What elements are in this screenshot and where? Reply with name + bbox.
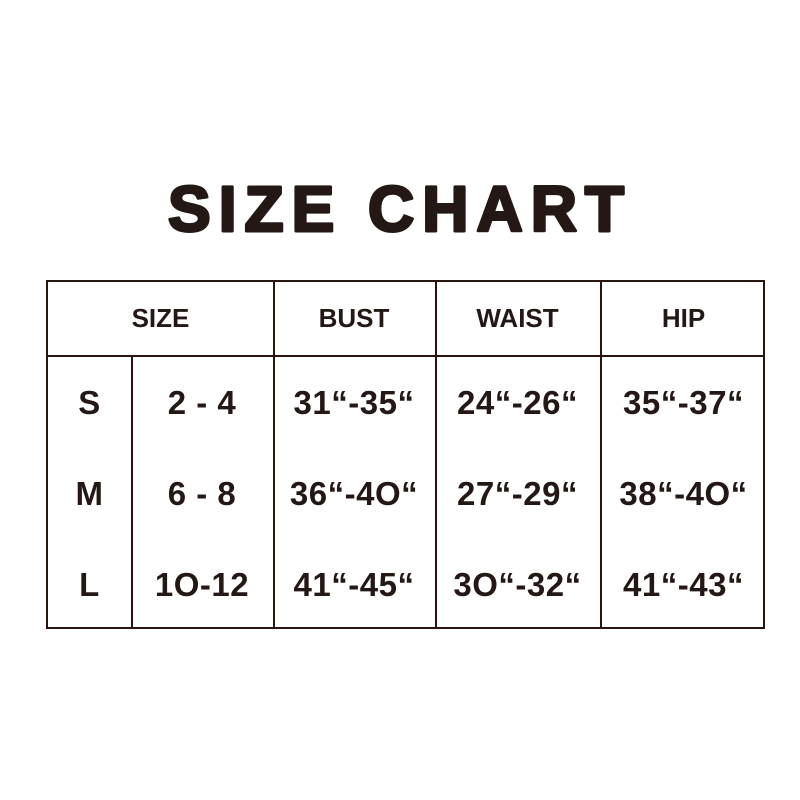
svg-text:SIZE CHART: SIZE CHART: [168, 173, 632, 245]
